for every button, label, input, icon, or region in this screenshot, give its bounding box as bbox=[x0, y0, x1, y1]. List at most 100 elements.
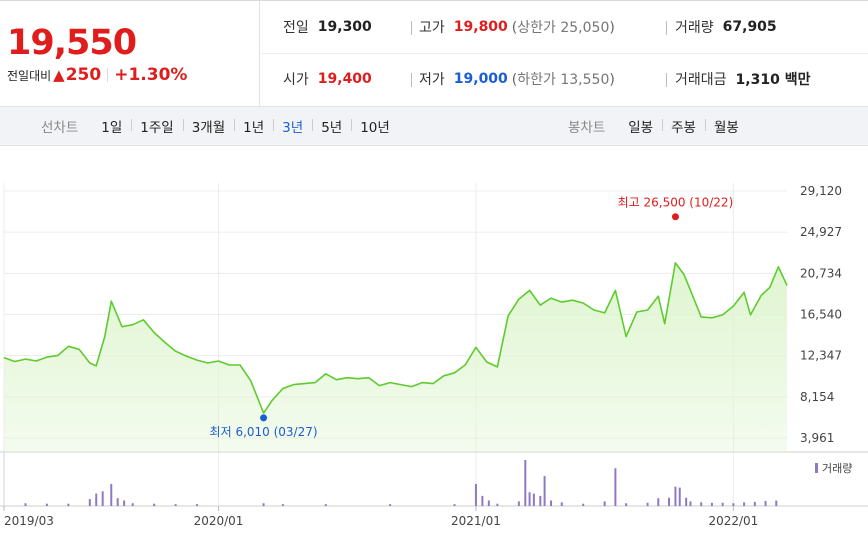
stat-sub: (하한가 13,550) bbox=[511, 72, 615, 88]
stat-value: 19,300 bbox=[317, 19, 372, 35]
y-tick-label: 29,120 bbox=[800, 184, 842, 198]
x-tick-label: 2019/03 bbox=[4, 514, 54, 528]
volume-bar bbox=[603, 501, 606, 506]
stat-sub: (상한가 25,050) bbox=[511, 20, 615, 36]
low-marker bbox=[260, 414, 268, 422]
stat-label: 고가 bbox=[419, 20, 445, 36]
tab-1w[interactable]: 1주일 bbox=[131, 116, 182, 136]
volume-bar bbox=[88, 499, 91, 506]
sub-value: 13,550 bbox=[560, 72, 610, 88]
stat-label: 시가 bbox=[283, 72, 309, 88]
change-value: 250 bbox=[65, 65, 102, 85]
volume-bar bbox=[474, 483, 477, 506]
volume-bar bbox=[625, 503, 628, 506]
stat-value: 1,310 백만 bbox=[735, 72, 811, 88]
x-tick-label: 2022/01 bbox=[708, 514, 758, 528]
volume-bar bbox=[775, 500, 778, 506]
candle-chart-tabs: 봉차트 일봉 주봉 월봉 bbox=[568, 107, 748, 145]
low-label: 최저 6,010 (03/27) bbox=[210, 425, 318, 439]
volume-bar bbox=[517, 501, 520, 506]
price-line bbox=[3, 262, 788, 414]
y-tick-label: 20,734 bbox=[800, 266, 842, 280]
price-area bbox=[4, 262, 787, 452]
sub-label: 하한가 bbox=[517, 72, 556, 88]
change-label: 전일대비 bbox=[7, 68, 52, 83]
volume-bar bbox=[646, 502, 649, 506]
quote-stats: 전일 19,300 고가 19,800 (상한가 25,050) 거래량 67,… bbox=[261, 1, 868, 107]
volume-bar bbox=[101, 491, 104, 506]
stat-low: 저가 19,000 (하한가 13,550) bbox=[419, 69, 615, 89]
tab-3y[interactable]: 3년 bbox=[273, 116, 312, 136]
tab-daily[interactable]: 일봉 bbox=[628, 120, 654, 136]
stat-value: 19,400 bbox=[317, 71, 372, 87]
volume-bar bbox=[389, 504, 392, 506]
volume-bar bbox=[481, 495, 484, 506]
change-row: 전일대비 ▲ 250 +1.30% bbox=[7, 65, 187, 85]
tab-monthly[interactable]: 월봉 bbox=[704, 116, 748, 136]
volume-bar bbox=[582, 503, 585, 506]
volume-bar bbox=[689, 501, 692, 506]
volume-bar bbox=[116, 498, 119, 506]
line-chart-tabs: 선차트 1일 1주일 3개월 1년 3년 5년 10년 bbox=[41, 107, 399, 145]
divider bbox=[411, 73, 412, 87]
stat-value: 19,800 bbox=[453, 19, 508, 35]
volume-bar bbox=[281, 504, 284, 506]
stat-label: 거래대금 bbox=[675, 72, 727, 88]
volume-bar bbox=[131, 503, 134, 506]
volume-bar bbox=[657, 498, 660, 506]
volume-bar bbox=[45, 503, 48, 506]
stat-label: 거래량 bbox=[675, 20, 714, 36]
volume-bar bbox=[123, 500, 126, 506]
row-divider bbox=[261, 53, 868, 54]
price-summary: 19,550 전일대비 ▲ 250 +1.30% bbox=[0, 1, 260, 107]
high-label: 최고 26,500 (10/22) bbox=[618, 196, 734, 210]
divider bbox=[107, 68, 109, 82]
volume-bar bbox=[710, 502, 713, 506]
volume-bar bbox=[95, 493, 98, 506]
volume-bar bbox=[524, 460, 527, 506]
stat-value: 67,905 bbox=[722, 19, 777, 35]
tab-10y[interactable]: 10년 bbox=[351, 116, 399, 136]
chart-tab-bar: 선차트 1일 1주일 3개월 1년 3년 5년 10년 봉차트 일봉 주봉 월봉 bbox=[0, 106, 868, 146]
tab-5y[interactable]: 5년 bbox=[312, 116, 351, 136]
volume-bar bbox=[550, 500, 553, 506]
y-tick-label: 16,540 bbox=[800, 308, 842, 322]
tab-weekly[interactable]: 주봉 bbox=[662, 116, 705, 136]
divider bbox=[666, 73, 667, 87]
volume-bar bbox=[324, 504, 327, 506]
line-chart-label: 선차트 bbox=[41, 120, 79, 136]
volume-bar bbox=[764, 500, 767, 506]
volume-bar bbox=[674, 486, 677, 506]
stat-value: 19,000 bbox=[453, 71, 508, 87]
y-tick-label: 12,347 bbox=[800, 349, 842, 363]
stat-label: 저가 bbox=[419, 72, 445, 88]
volume-bar bbox=[721, 502, 724, 506]
volume-bar bbox=[496, 503, 499, 506]
sub-value: 25,050 bbox=[560, 20, 610, 36]
volume-bar bbox=[614, 468, 617, 506]
volume-bar bbox=[753, 501, 756, 506]
change-percent: +1.30% bbox=[114, 65, 188, 85]
tab-1d[interactable]: 1일 bbox=[101, 120, 123, 136]
volume-bar bbox=[543, 476, 546, 506]
volume-bar bbox=[732, 503, 735, 506]
volume-bar bbox=[560, 502, 563, 506]
tab-3m[interactable]: 3개월 bbox=[182, 116, 234, 136]
volume-bar bbox=[685, 497, 688, 506]
current-price: 19,550 bbox=[7, 23, 137, 63]
volume-legend-label: 거래량 bbox=[822, 462, 852, 475]
y-tick-label: 3,961 bbox=[800, 431, 834, 445]
tab-1y[interactable]: 1년 bbox=[234, 116, 273, 136]
volume-bar bbox=[174, 504, 177, 506]
volume-bar bbox=[453, 504, 456, 506]
volume-bar bbox=[487, 500, 490, 506]
volume-bar bbox=[110, 483, 113, 506]
high-marker bbox=[671, 213, 679, 221]
x-tick-label: 2021/01 bbox=[451, 514, 501, 528]
up-triangle-icon: ▲ bbox=[53, 66, 65, 84]
price-chart-svg: 29,120 24,927 20,734 16,540 12,347 8,154 3,961… bbox=[0, 183, 868, 528]
x-tick-label: 2020/01 bbox=[194, 514, 244, 528]
stat-label: 전일 bbox=[283, 20, 309, 36]
volume-legend-swatch bbox=[815, 463, 818, 473]
stat-volume: 거래량 67,905 bbox=[675, 17, 777, 37]
